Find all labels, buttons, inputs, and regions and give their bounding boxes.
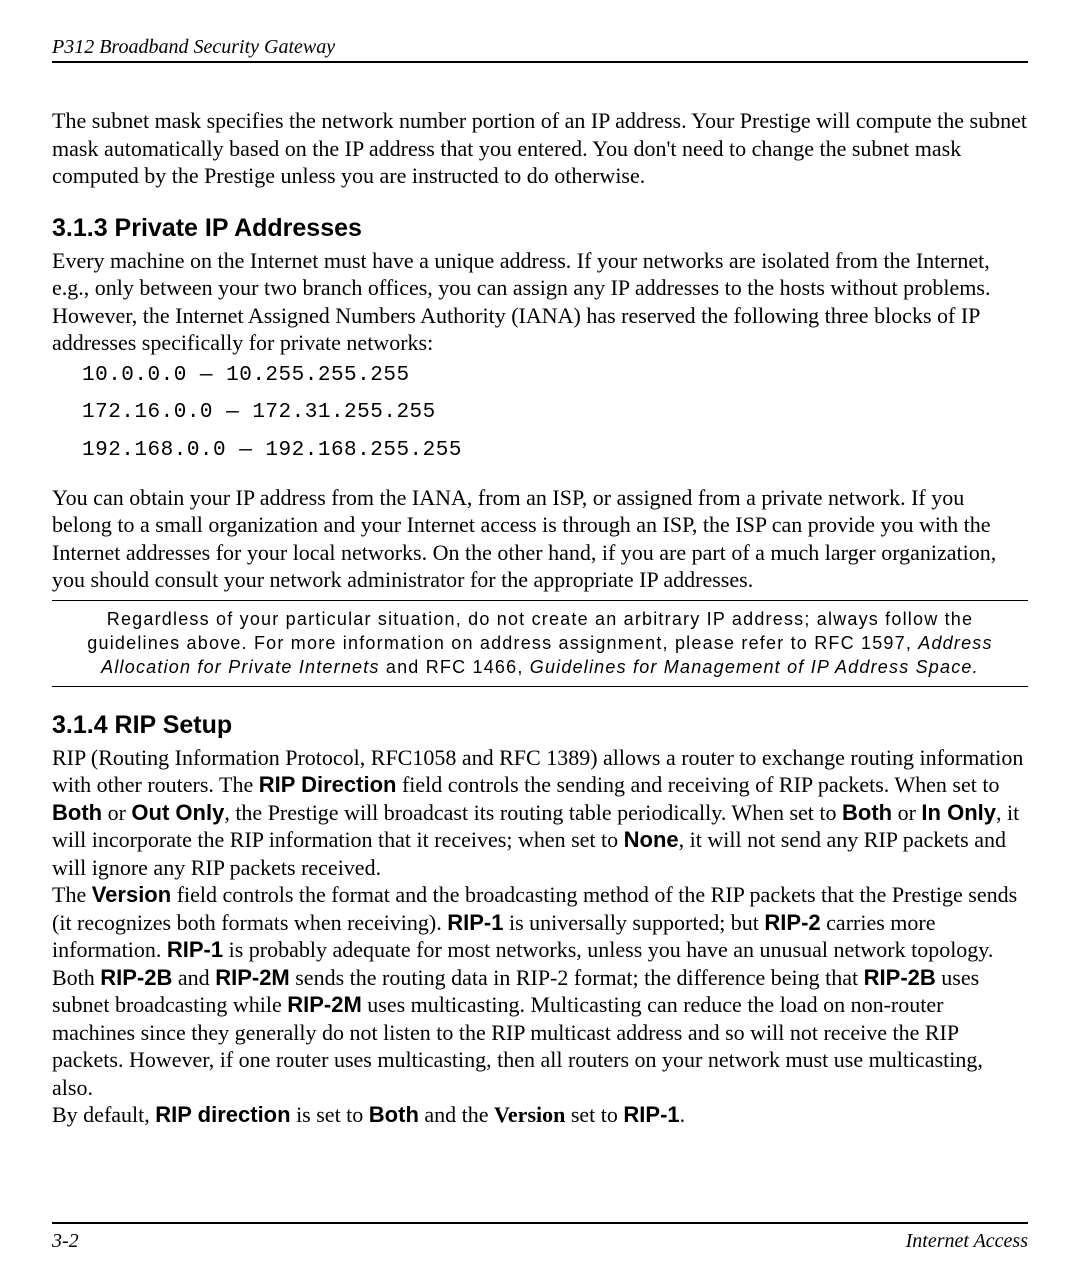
- t: is universally supported; but: [504, 910, 765, 935]
- note-bottom-rule: [52, 686, 1028, 687]
- page-footer: 3-2 Internet Access: [52, 1222, 1028, 1253]
- t: and the: [419, 1102, 494, 1127]
- section-heading-313: 3.1.3 Private IP Addresses: [52, 214, 1028, 243]
- bold-in-only: In Only: [921, 800, 996, 825]
- t: or: [102, 800, 131, 825]
- bold-rip1: RIP-1: [167, 937, 223, 962]
- ip-line-2: 172.16.0.0 — 172.31.255.255: [82, 394, 1028, 432]
- t: set to: [565, 1102, 623, 1127]
- section-heading-314: 3.1.4 RIP Setup: [52, 711, 1028, 740]
- bold-rip1: RIP-1: [623, 1102, 679, 1127]
- intro-paragraph: The subnet mask specifies the network nu…: [52, 107, 1028, 190]
- t: Both: [52, 965, 100, 990]
- bold-version: Version: [92, 882, 171, 907]
- sec314-para3: Both RIP-2B and RIP-2M sends the routing…: [52, 964, 1028, 1102]
- note-box: Regardless of your particular situation,…: [52, 601, 1028, 686]
- t: is set to: [291, 1102, 369, 1127]
- sec313-para2: You can obtain your IP address from the …: [52, 484, 1028, 594]
- bold-both: Both: [369, 1102, 419, 1127]
- note-text-1: Regardless of your particular situation,…: [87, 609, 973, 653]
- sec314-para1: RIP (Routing Information Protocol, RFC10…: [52, 744, 1028, 882]
- bold-rip-direction: RIP direction: [155, 1102, 290, 1127]
- t: sends the routing data in RIP-2 format; …: [290, 965, 864, 990]
- t: is probably adequate for most networks, …: [223, 937, 993, 962]
- private-ip-block: 10.0.0.0 — 10.255.255.255 172.16.0.0 — 1…: [82, 357, 1028, 470]
- t: , the Prestige will broadcast its routin…: [224, 800, 842, 825]
- ip-line-1: 10.0.0.0 — 10.255.255.255: [82, 357, 1028, 395]
- note-italic-2: Guidelines for Management of IP Address …: [530, 657, 979, 677]
- footer-page-number: 3-2: [52, 1230, 79, 1253]
- sec314-para4: By default, RIP direction is set to Both…: [52, 1101, 1028, 1129]
- t: and: [172, 965, 215, 990]
- bold-out-only: Out Only: [131, 800, 224, 825]
- bold-version-serif: Version: [494, 1102, 565, 1127]
- ip-line-3: 192.168.0.0 — 192.168.255.255: [82, 432, 1028, 470]
- footer-section-name: Internet Access: [906, 1230, 1028, 1253]
- bold-rip-direction: RIP Direction: [259, 772, 397, 797]
- t: .: [680, 1102, 686, 1127]
- sec313-para1: Every machine on the Internet must have …: [52, 247, 1028, 357]
- page-header: P312 Broadband Security Gateway: [52, 36, 1028, 63]
- bold-rip2b: RIP-2B: [100, 965, 172, 990]
- t: The: [52, 882, 92, 907]
- t: or: [892, 800, 921, 825]
- bold-rip2: RIP-2: [764, 910, 820, 935]
- note-text-2: and RFC 1466,: [380, 657, 530, 677]
- bold-rip2m: RIP-2M: [215, 965, 290, 990]
- bold-rip2m: RIP-2M: [287, 992, 362, 1017]
- header-title: P312 Broadband Security Gateway: [52, 36, 335, 58]
- t: field controls the sending and receiving…: [396, 772, 999, 797]
- bold-both: Both: [52, 800, 102, 825]
- bold-none: None: [624, 827, 679, 852]
- document-page: P312 Broadband Security Gateway The subn…: [0, 0, 1080, 1281]
- bold-rip1: RIP-1: [447, 910, 503, 935]
- bold-both: Both: [842, 800, 892, 825]
- sec314-para2: The Version field controls the format an…: [52, 881, 1028, 964]
- bold-rip2b: RIP-2B: [864, 965, 936, 990]
- t: By default,: [52, 1102, 155, 1127]
